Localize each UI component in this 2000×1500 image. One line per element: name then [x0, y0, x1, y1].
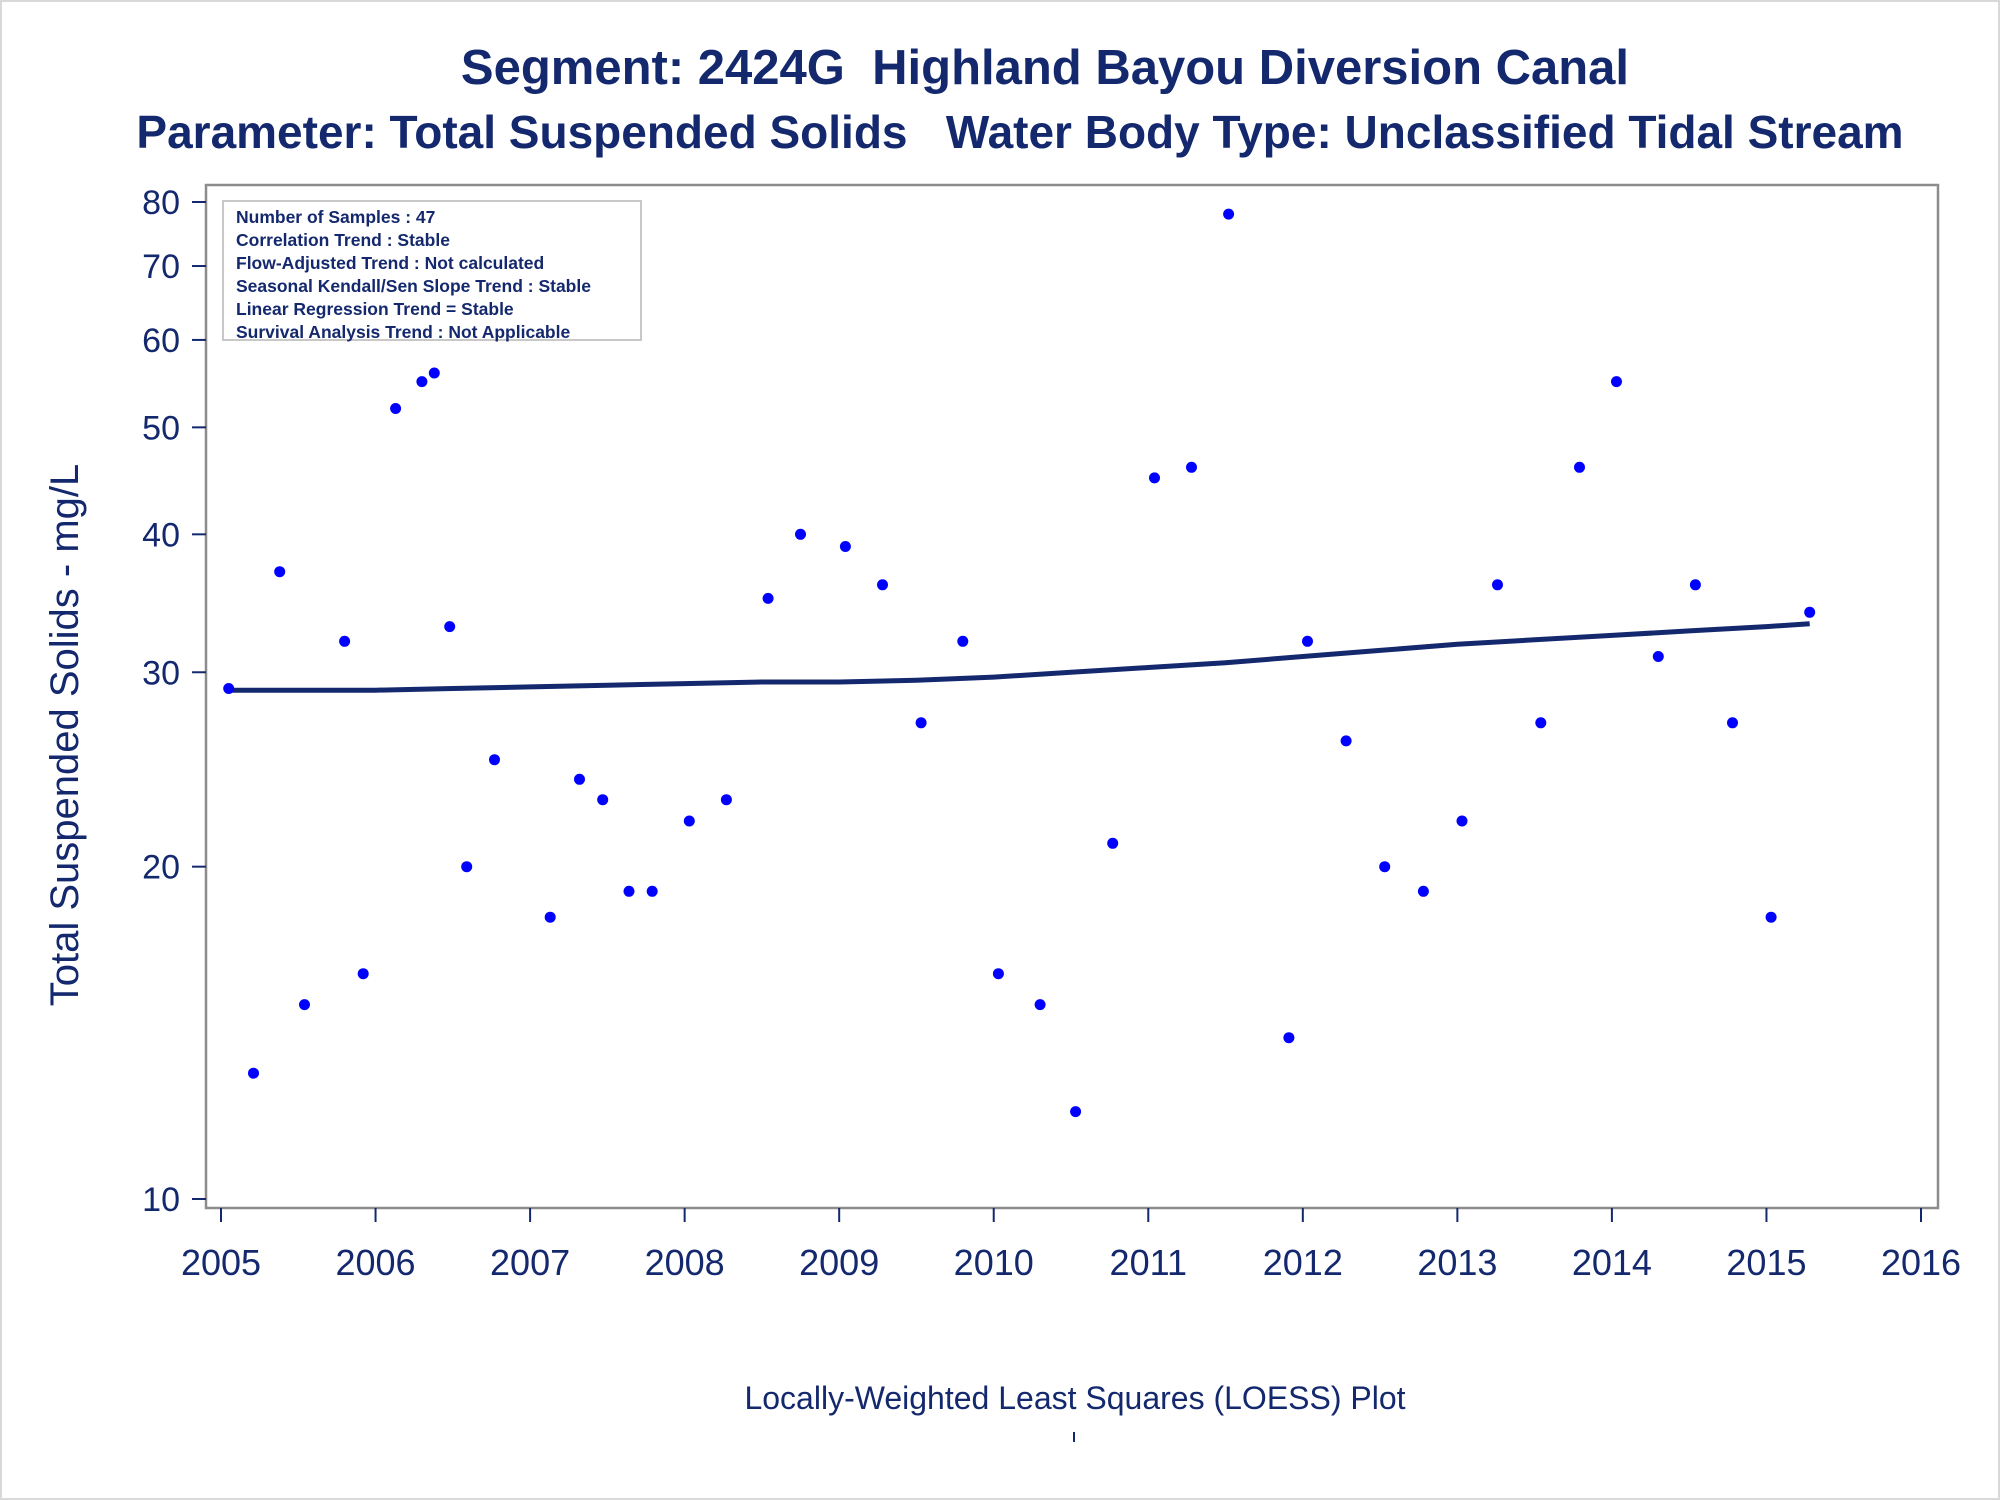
- stats-line-correlation: Correlation Trend : Stable: [236, 230, 450, 250]
- data-point: [428, 367, 440, 379]
- stats-line-seasonal-kendall: Seasonal Kendall/Sen Slope Trend : Stabl…: [236, 276, 591, 296]
- y-tick-label: 30: [142, 654, 180, 692]
- x-tick-label: 2010: [954, 1242, 1034, 1283]
- data-point: [489, 754, 500, 766]
- x-tick-label: 2013: [1417, 1242, 1497, 1283]
- data-point: [646, 885, 658, 897]
- x-tick-label: 2011: [1110, 1242, 1187, 1283]
- data-point: [1456, 815, 1468, 827]
- data-point: [957, 635, 969, 647]
- data-point: [1804, 606, 1816, 618]
- data-point: [461, 861, 473, 873]
- data-point: [444, 621, 456, 633]
- y-tick-label: 70: [142, 248, 180, 286]
- x-tick-label: 2016: [1881, 1242, 1961, 1283]
- data-point: [1574, 461, 1585, 473]
- data-point: [1379, 861, 1391, 873]
- data-point: [683, 815, 695, 827]
- footnote-mark: [1073, 1432, 1075, 1442]
- stats-line-flow-adjusted: Flow-Adjusted Trend : Not calculated: [236, 253, 545, 273]
- data-point: [574, 773, 585, 785]
- data-point: [720, 794, 732, 806]
- data-point: [992, 968, 1004, 980]
- data-point: [1417, 885, 1429, 897]
- x-tick-label: 2014: [1572, 1242, 1652, 1283]
- data-point: [623, 885, 635, 897]
- data-point: [839, 541, 851, 552]
- data-point: [223, 683, 235, 694]
- data-point: [1689, 579, 1701, 591]
- data-point: [1535, 717, 1547, 729]
- data-point: [1340, 735, 1352, 747]
- y-tick-label: 50: [142, 409, 180, 447]
- data-point: [877, 579, 888, 591]
- data-point: [390, 403, 402, 414]
- data-point: [248, 1067, 259, 1079]
- data-point: [299, 999, 310, 1011]
- data-point: [544, 911, 556, 923]
- data-point: [1223, 208, 1235, 220]
- data-point: [762, 592, 774, 604]
- data-point: [357, 968, 369, 980]
- data-point: [1652, 651, 1664, 662]
- x-tick-label: 2008: [645, 1242, 725, 1283]
- data-point: [1186, 461, 1197, 473]
- data-point: [1302, 635, 1313, 647]
- x-tick-label: 2009: [799, 1242, 879, 1283]
- data-point: [1492, 579, 1503, 591]
- x-tick-label: 2006: [335, 1242, 415, 1283]
- data-point: [274, 566, 286, 578]
- plot-frame: [204, 183, 1940, 1210]
- x-tick-label: 2015: [1726, 1242, 1806, 1283]
- data-point: [1727, 717, 1738, 729]
- y-tick-label: 20: [142, 849, 180, 887]
- data-point: [597, 794, 609, 806]
- stats-line-survival-analysis: Survival Analysis Trend : Not Applicable: [236, 322, 571, 342]
- data-points: [223, 208, 1816, 1118]
- stats-line-linear-regression: Linear Regression Trend = Stable: [236, 299, 514, 319]
- chart-subtitle: Parameter: Total Suspended Solids Water …: [136, 106, 1904, 158]
- data-point: [416, 376, 428, 388]
- data-point: [795, 528, 806, 540]
- data-point: [1107, 837, 1119, 849]
- data-point: [1611, 376, 1622, 388]
- y-tick-label: 10: [142, 1181, 180, 1219]
- stats-line-samples: Number of Samples : 47: [236, 207, 436, 227]
- x-axis: 2005 2006 2007 2008 2009 2010 2011 2012 2013 2014…: [181, 1208, 1961, 1283]
- data-point: [339, 635, 351, 647]
- y-axis: 10 20 30 40 50 60 70 80: [142, 184, 206, 1219]
- chart-title: Segment: 2424G Highland Bayou Diversion …: [460, 41, 1630, 95]
- x-tick-label: 2007: [490, 1242, 570, 1283]
- x-tick-label: 2005: [181, 1242, 261, 1283]
- data-point: [1070, 1106, 1082, 1118]
- y-tick-label: 40: [142, 516, 180, 554]
- loess-trend-line: [228, 621, 1810, 693]
- x-tick-label: 2012: [1263, 1242, 1343, 1283]
- trend-stats-box: Number of Samples : 47 Correlation Trend…: [222, 200, 642, 342]
- y-axis-label: Total Suspended Solids - mg/L: [43, 464, 87, 1007]
- data-point: [1149, 472, 1160, 484]
- data-point: [1283, 1032, 1295, 1044]
- y-tick-label: 80: [142, 184, 180, 222]
- footnote: Locally-Weighted Least Squares (LOESS) P…: [744, 1380, 1406, 1416]
- y-tick-label: 60: [142, 322, 180, 360]
- data-point: [1765, 911, 1777, 923]
- data-point: [1034, 999, 1046, 1011]
- data-point: [915, 717, 927, 729]
